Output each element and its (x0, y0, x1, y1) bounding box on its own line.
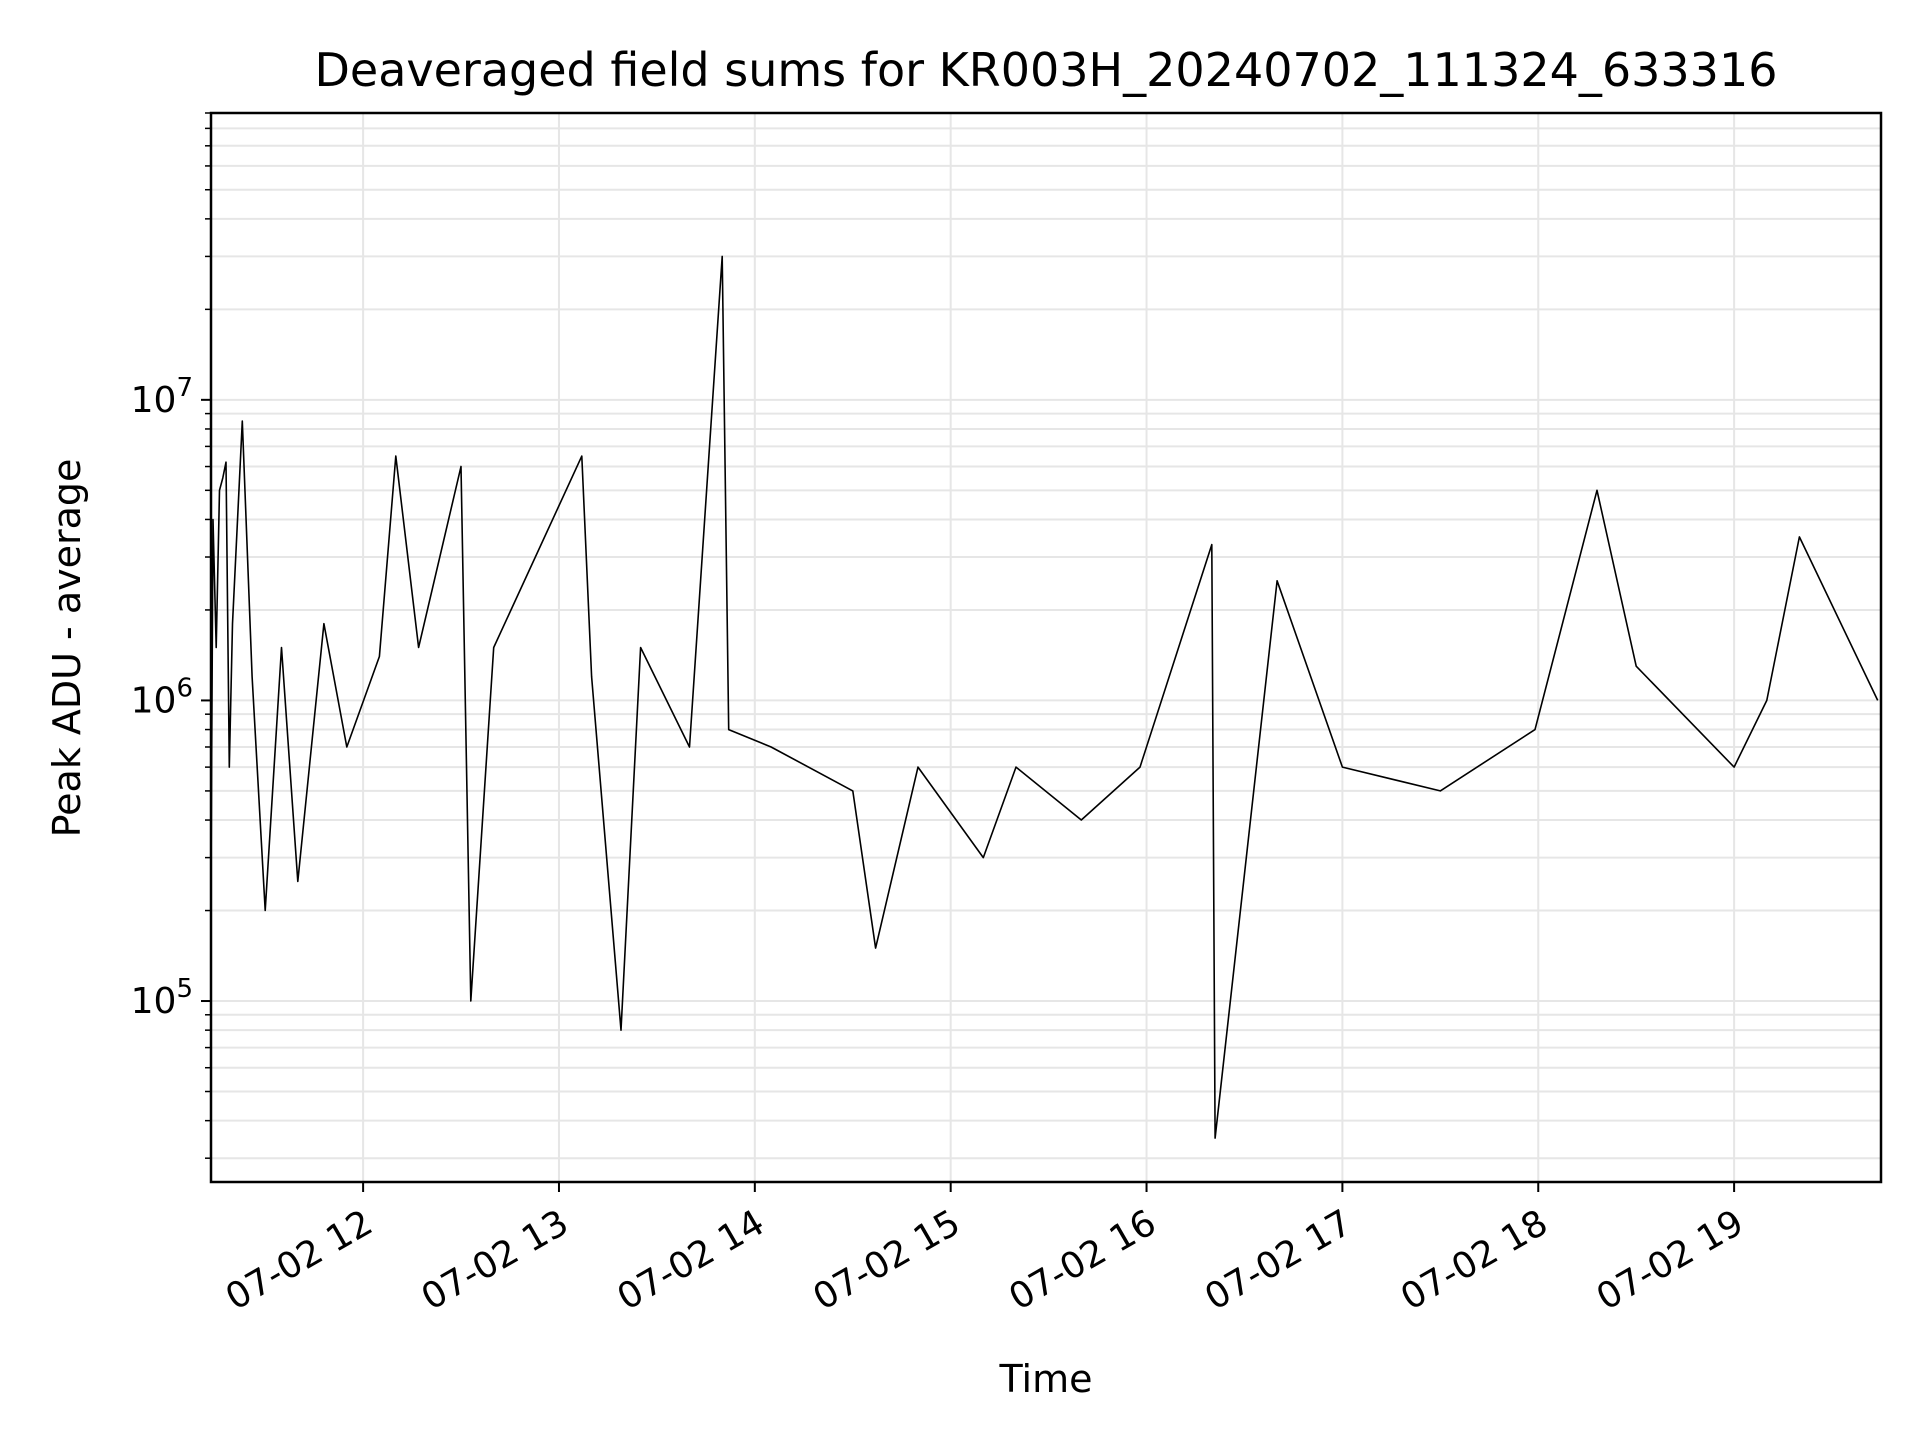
y-tick-label: 106 (131, 673, 193, 721)
series-layer (211, 255, 1879, 1139)
ticks: 07-02 12 07-02 13 07-02 14 07-02 15 07-02 16… (131, 112, 1751, 1319)
x-axis-label: Time (999, 1357, 1093, 1401)
y-axis-label: Peak ADU - average (45, 459, 89, 838)
x-tick-label: 07-02 17 (1198, 1202, 1359, 1318)
y-tick-label: 107 (131, 373, 193, 421)
chart-title: Deaveraged field sums for KR003H_2024070… (315, 43, 1778, 97)
x-tick-label: 07-02 13 (415, 1202, 576, 1318)
x-tick-label: 07-02 12 (219, 1202, 380, 1318)
x-tick-label: 07-02 19 (1590, 1202, 1751, 1318)
y-tick-label: 105 (131, 974, 193, 1022)
x-tick-label: 07-02 14 (611, 1202, 772, 1318)
series-line-0 (211, 255, 1879, 1139)
grid (211, 112, 1881, 1182)
plot-frame (209, 111, 1883, 1184)
x-tick-label: 07-02 18 (1394, 1202, 1555, 1318)
x-tick-label: 07-02 16 (1002, 1202, 1163, 1318)
x-tick-label: 07-02 15 (807, 1202, 968, 1318)
